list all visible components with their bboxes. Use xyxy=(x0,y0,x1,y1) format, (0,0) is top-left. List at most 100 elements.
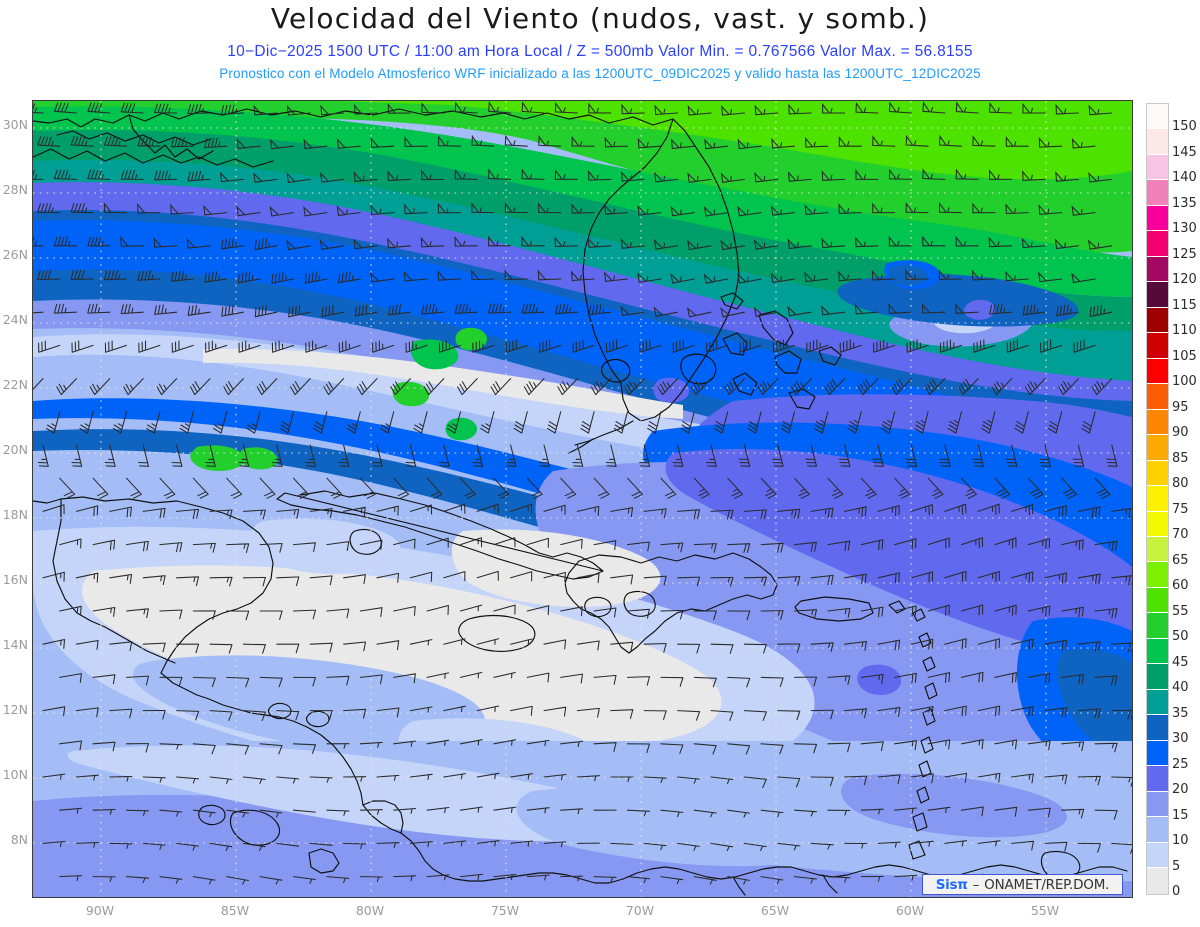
wind-barb xyxy=(493,873,517,881)
wind-barb xyxy=(604,136,629,148)
wind-barb xyxy=(1022,304,1046,316)
wind-barb xyxy=(727,610,751,621)
wind-barb xyxy=(724,378,745,396)
wind-barb xyxy=(777,508,801,519)
wind-barb xyxy=(204,444,216,467)
axis-ytick: 10N xyxy=(2,767,28,782)
wind-barb xyxy=(557,378,578,396)
wind-barb xyxy=(1073,339,1096,353)
wind-barb xyxy=(787,238,812,250)
wind-barb xyxy=(1014,411,1029,434)
wind-barb xyxy=(888,101,912,114)
wind-barb xyxy=(880,411,896,434)
wind-barb xyxy=(960,604,984,616)
wind-barb xyxy=(747,411,762,434)
wind-barb xyxy=(888,168,912,180)
wind-barb xyxy=(905,444,918,467)
wind-barb xyxy=(321,304,345,318)
wind-barb xyxy=(955,303,979,314)
wind-barb xyxy=(92,606,116,617)
wind-barb xyxy=(305,340,328,353)
wind-barb xyxy=(686,307,712,318)
wind-barb xyxy=(804,271,829,283)
wind-barb xyxy=(159,542,183,553)
wind-barb xyxy=(844,506,867,518)
wind-barb xyxy=(409,706,433,713)
wind-barb xyxy=(109,708,133,719)
wind-barb xyxy=(994,604,1017,616)
wind-barb xyxy=(1061,477,1078,499)
wind-barb xyxy=(159,743,183,750)
wind-barb xyxy=(142,507,166,519)
wind-barb xyxy=(576,573,600,584)
wind-barb xyxy=(343,641,367,652)
wind-barb xyxy=(1072,444,1085,467)
wind-barb xyxy=(326,809,350,816)
wind-barb xyxy=(743,509,767,520)
wind-barb xyxy=(242,842,266,852)
wind-barb xyxy=(643,776,667,784)
wind-barb xyxy=(922,235,946,247)
wind-barb xyxy=(204,137,228,149)
axis-ytick: 16N xyxy=(2,572,28,587)
colorbar-segment xyxy=(1147,536,1168,563)
wind-barb xyxy=(693,876,717,885)
wind-barb xyxy=(654,171,679,183)
wind-barb xyxy=(894,740,918,751)
wind-barb xyxy=(1011,706,1034,717)
wind-barb xyxy=(543,841,567,848)
wind-barb xyxy=(855,101,879,114)
wind-barb xyxy=(59,875,83,882)
colorbar-segment xyxy=(1147,435,1168,461)
wind-barb xyxy=(927,739,951,750)
wind-barb xyxy=(92,477,109,499)
wind-barb xyxy=(42,504,65,516)
wind-barb xyxy=(443,638,466,646)
wind-barb xyxy=(510,705,533,716)
wind-barb xyxy=(738,444,751,467)
wind-barb xyxy=(538,202,562,214)
wind-barb xyxy=(827,675,851,686)
axis-ytick: 20N xyxy=(2,442,28,457)
wind-barb xyxy=(104,444,116,467)
wind-barb xyxy=(476,840,500,847)
wind-barb xyxy=(309,642,333,653)
wind-barb xyxy=(770,205,796,216)
wind-barb xyxy=(1044,774,1068,785)
wind-barb xyxy=(59,673,82,684)
wind-barb xyxy=(488,101,512,114)
wind-barb xyxy=(269,206,295,217)
wind-barb xyxy=(554,236,578,248)
wind-barb xyxy=(576,775,600,782)
wind-barb xyxy=(572,444,584,467)
wind-barb xyxy=(643,710,667,721)
colorbar[interactable] xyxy=(1146,103,1169,895)
wind-barb xyxy=(626,743,651,754)
wind-barb xyxy=(620,170,645,182)
wind-barb xyxy=(955,235,979,247)
wind-barb xyxy=(87,236,111,247)
wind-barb xyxy=(253,172,278,183)
colorbar-tick-label: 75 xyxy=(1172,501,1189,517)
wind-barb xyxy=(1055,171,1079,182)
wind-barb xyxy=(814,411,829,434)
colorbar-tick-label: 135 xyxy=(1172,195,1197,211)
wind-barb xyxy=(226,610,250,621)
wind-barb xyxy=(613,411,629,434)
wind-barb xyxy=(137,270,161,281)
wind-barb xyxy=(647,411,662,434)
wind-barb xyxy=(359,539,383,550)
wind-barb xyxy=(989,101,1013,114)
axis-xtick: 75W xyxy=(490,903,520,918)
wind-barb xyxy=(103,136,128,147)
wind-barb xyxy=(877,706,901,717)
wind-barb xyxy=(276,576,300,587)
wind-barb xyxy=(860,875,884,882)
wind-barb xyxy=(343,842,367,850)
wind-speed-map[interactable] xyxy=(32,100,1133,898)
sistt-brand: Sisπ xyxy=(935,876,968,893)
wind-barb xyxy=(821,170,846,181)
wind-barb xyxy=(703,206,729,217)
wind-barb xyxy=(421,102,445,114)
wind-barb xyxy=(242,576,266,587)
